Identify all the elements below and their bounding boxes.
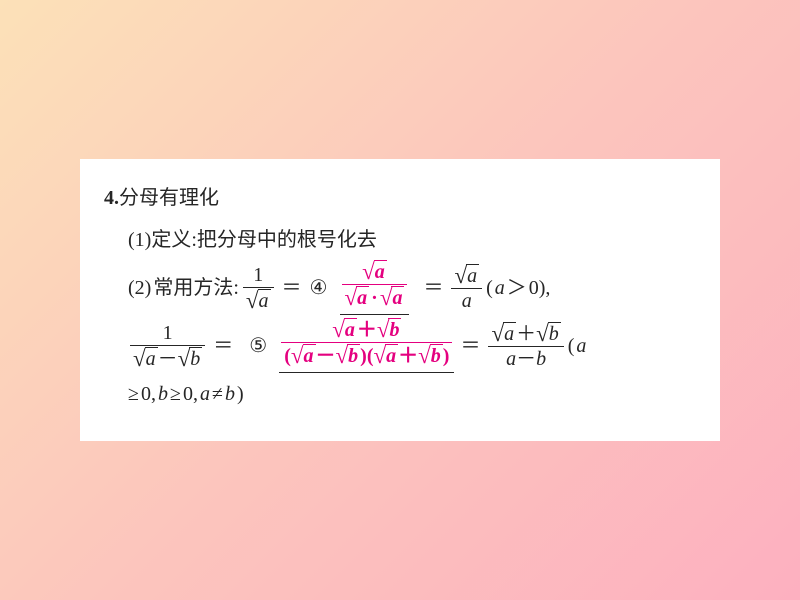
frac-sqrt-a-over-a: √a a bbox=[451, 263, 482, 313]
underline bbox=[340, 314, 410, 315]
blank-5-answer: √a ＋ √b ( √a － √b ) ( √a ＋ √b bbox=[279, 317, 454, 375]
item-1-text: 定义:把分母中的根号化去 bbox=[151, 229, 377, 251]
frac-sqrt-a-over-sqrt-a-sqrt-a: √a √a · √a bbox=[342, 259, 408, 310]
frac-result-2: √a ＋ √b a－b bbox=[488, 321, 563, 371]
frac-1-over-sqrt-a: 1 √a bbox=[243, 263, 274, 313]
numerator: √a bbox=[359, 259, 390, 284]
cond2-open: ( bbox=[568, 327, 575, 365]
item-2-label: (2) bbox=[128, 269, 151, 307]
cond2-ge: ≥ bbox=[128, 375, 139, 413]
sqrt-a: √a bbox=[246, 289, 271, 312]
denominator: √a · √a bbox=[342, 285, 408, 310]
cond-gt: ＞ bbox=[507, 269, 527, 307]
denominator: √a bbox=[243, 288, 274, 313]
cond-a: a bbox=[495, 269, 505, 307]
heading-title: 分母有理化 bbox=[119, 187, 219, 209]
cond2-b-tail: 0, bbox=[183, 375, 198, 413]
cond2-ge2: ≥ bbox=[170, 375, 181, 413]
numerator: √a ＋ √b bbox=[329, 317, 404, 342]
equals: ＝ bbox=[213, 327, 233, 365]
underline bbox=[279, 372, 454, 373]
heading-number: 4. bbox=[104, 187, 119, 209]
cond-open-paren: ( bbox=[486, 269, 493, 307]
cond2-a-var2: a bbox=[200, 375, 210, 413]
cond-tail: 0), bbox=[529, 269, 551, 307]
item-2-lead: 常用方法: bbox=[153, 269, 239, 307]
content-card: 4.分母有理化 (1)定义:把分母中的根号化去 (2)常用方法: 1 √a ＝ … bbox=[80, 159, 720, 441]
item-2-line-3: ≥0,b≥0,a≠b) bbox=[128, 375, 696, 413]
blank-5: ⑤ bbox=[247, 327, 269, 365]
frac-1-over-sqrt-a-minus-sqrt-b: 1 √a － √b bbox=[130, 321, 205, 371]
denominator: a bbox=[459, 289, 475, 313]
numerator: √a bbox=[451, 263, 482, 288]
equals: ＝ bbox=[423, 269, 443, 307]
cond2-a-var: a bbox=[576, 327, 586, 365]
item-2-line-1: (2)常用方法: 1 √a ＝ ④ √a √a · bbox=[128, 259, 696, 317]
denominator: a－b bbox=[503, 347, 549, 371]
heading: 4.分母有理化 bbox=[104, 179, 696, 217]
cond2-a-tail: 0, bbox=[141, 375, 156, 413]
cond2-close: ) bbox=[237, 375, 244, 413]
equals: ＝ bbox=[282, 269, 302, 307]
frac-blank-5: √a ＋ √b ( √a － √b ) ( √a ＋ √b bbox=[281, 317, 452, 368]
blank-4-answer: √a √a · √a bbox=[340, 259, 410, 317]
cond2-ne: ≠ bbox=[212, 375, 223, 413]
denominator: ( √a － √b ) ( √a ＋ √b ) bbox=[281, 343, 452, 368]
blank-4: ④ bbox=[308, 269, 330, 307]
numerator: √a ＋ √b bbox=[488, 321, 563, 346]
item-1-label: (1) bbox=[128, 229, 151, 251]
item-2-line-2: 1 √a － √b ＝ ⑤ √a ＋ √b bbox=[128, 317, 696, 375]
item-1: (1)定义:把分母中的根号化去 bbox=[128, 221, 696, 259]
numerator: 1 bbox=[250, 263, 266, 287]
cond2-b-var: b bbox=[158, 375, 168, 413]
cond2-b-var2: b bbox=[225, 375, 235, 413]
numerator: 1 bbox=[160, 321, 176, 345]
denominator: √a － √b bbox=[130, 346, 205, 371]
equals: ＝ bbox=[460, 327, 480, 365]
